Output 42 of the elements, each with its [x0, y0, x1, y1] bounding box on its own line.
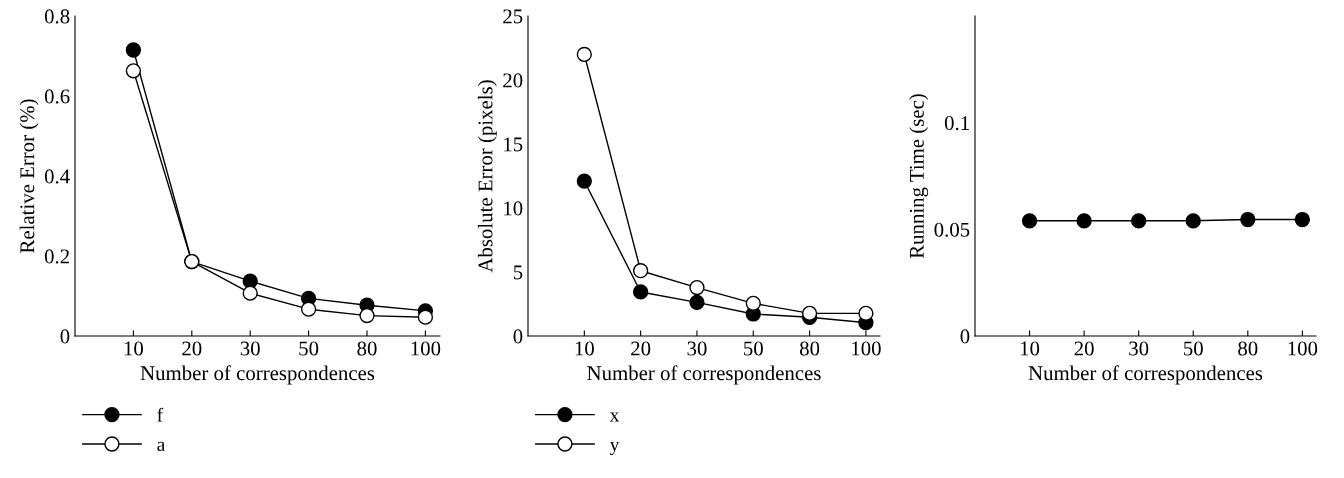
- x-tick-label: 30: [687, 341, 707, 356]
- x-tick-label: 20: [1074, 341, 1094, 356]
- y-tick-label: 0.05: [934, 222, 970, 237]
- y-tick-label: 10: [504, 201, 523, 216]
- x-axis-title: Number of correspondences: [140, 365, 375, 385]
- x-tick-label: 20: [631, 341, 651, 356]
- y-tick-label: 5: [513, 265, 523, 280]
- x-axis-title: Number of correspondences: [587, 365, 821, 385]
- x-tick-label: 20: [182, 341, 202, 356]
- y-tick-label: 25: [503, 9, 523, 24]
- y-tick-label: 0.6: [44, 89, 70, 104]
- x-tick-label: 50: [1184, 341, 1203, 356]
- x-axis-title: Number of correspondences: [1028, 365, 1263, 385]
- x-tick-label: 30: [240, 341, 260, 356]
- x-tick-label: 100: [411, 341, 441, 356]
- legend-label: f: [157, 407, 164, 422]
- x-tick-label: 50: [744, 341, 763, 356]
- x-tick-label: 80: [357, 341, 377, 356]
- legend-label: a: [157, 441, 166, 451]
- y-tick-label: 0.8: [44, 9, 70, 24]
- x-tick-label: 10: [1020, 341, 1040, 356]
- y-tick-label: 0: [960, 329, 970, 344]
- y-axis-title: Absolute Error (pixels): [477, 80, 497, 273]
- y-axis-title: Running Time (sec): [909, 94, 929, 259]
- legend-label: y: [609, 441, 620, 455]
- y-tick-label: 20: [503, 73, 523, 88]
- x-tick-label: 80: [799, 341, 820, 356]
- y-tick-label: 15: [504, 137, 523, 152]
- y-tick-label: 0: [513, 329, 523, 344]
- x-tick-label: 80: [1238, 341, 1258, 356]
- x-tick-label: 10: [124, 341, 144, 356]
- y-tick-label: 0.1: [944, 116, 969, 131]
- x-tick-label: 30: [1129, 341, 1149, 356]
- legend-label: x: [609, 412, 620, 422]
- y-axis-title: Relative Error (%): [19, 99, 39, 253]
- x-tick-label: 50: [299, 341, 319, 356]
- y-tick-label: 0.2: [44, 249, 69, 264]
- x-tick-label: 100: [852, 341, 881, 356]
- y-tick-label: 0: [60, 329, 70, 344]
- x-tick-label: 10: [575, 341, 594, 356]
- y-tick-label: 0.4: [44, 169, 70, 184]
- x-tick-label: 100: [1288, 341, 1318, 356]
